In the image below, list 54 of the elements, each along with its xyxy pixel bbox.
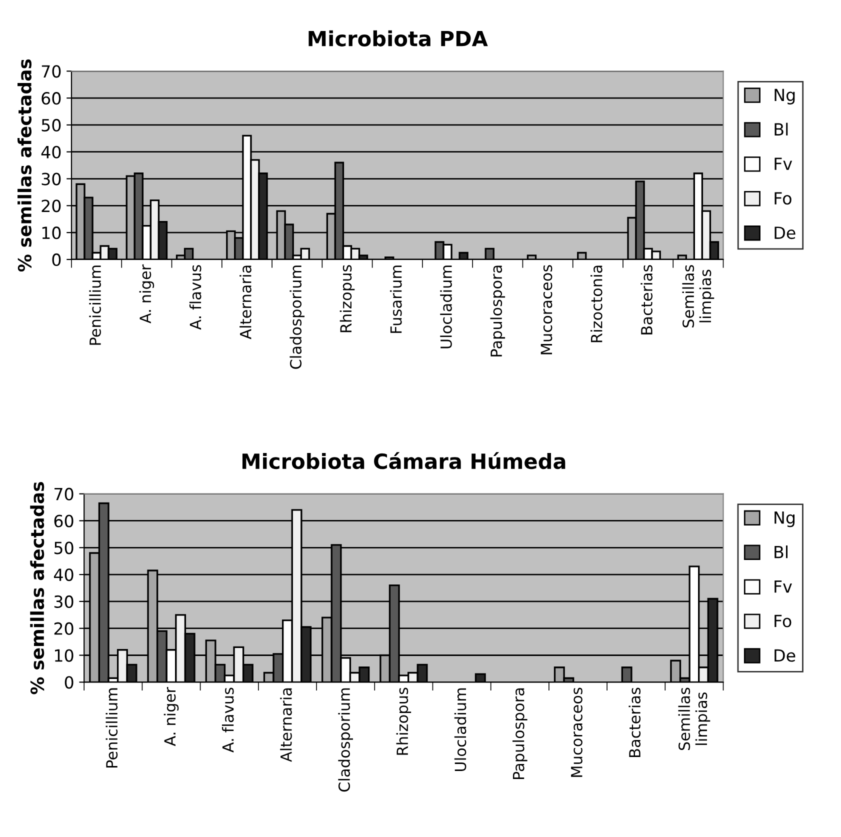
- x-tick-label: A. niger: [164, 687, 179, 746]
- x-tick-label: Penicillium: [89, 266, 101, 345]
- legend-label: Ng: [774, 512, 795, 528]
- y-tick-label: 0: [64, 676, 74, 689]
- y-axis-title: % semillas afectadas: [30, 482, 44, 694]
- y-tick-label: 10: [55, 649, 74, 662]
- x-tick-label: Rhizopus: [340, 265, 355, 332]
- legend-label: Fv: [774, 158, 792, 170]
- legend-label: Ng: [774, 88, 795, 104]
- x-tick-label: Semillas limpias: [678, 688, 710, 750]
- legend-label: De: [774, 226, 796, 240]
- y-tick-label: 60: [54, 514, 74, 528]
- x-tick-label: Rizoctonia: [590, 266, 602, 342]
- y-tick-label: 50: [54, 542, 74, 554]
- legend-label: Fo: [774, 192, 792, 205]
- y-tick-label: 20: [54, 622, 74, 635]
- x-tick-label: Papulospora: [490, 266, 506, 356]
- x-tick-label: A. niger: [139, 264, 154, 324]
- x-tick-label: Alternaria: [280, 688, 292, 762]
- x-tick-label: Rhizopus: [396, 688, 412, 755]
- legend-label: Fo: [774, 614, 792, 628]
- chart-title: Microbiota Cámara Húmeda: [242, 452, 566, 470]
- legend-label: De: [774, 649, 796, 662]
- x-tick-label: Semillas limpias: [682, 265, 714, 328]
- y-axis-title: % semillas afectadas: [18, 59, 32, 272]
- y-tick-label: 60: [42, 92, 61, 105]
- legend-label: Bl: [774, 545, 788, 558]
- y-tick-label: 40: [54, 568, 74, 582]
- x-tick-label: A. flavus: [222, 688, 234, 752]
- y-tick-label: 0: [52, 253, 61, 266]
- x-tick-label: Alternaria: [240, 266, 252, 340]
- x-tick-label: Mucoraceos: [540, 265, 552, 354]
- y-tick-label: 50: [42, 118, 61, 132]
- x-tick-label: Cladosporium: [338, 688, 353, 792]
- y-tick-label: 70: [54, 488, 74, 500]
- x-tick-label: Cladosporium: [290, 266, 304, 369]
- x-tick-label: Bacterias: [628, 688, 641, 757]
- x-tick-label: Penicillium: [106, 688, 118, 768]
- x-tick-label: Bacterias: [640, 265, 652, 334]
- x-tick-label: Papulospora: [512, 688, 528, 780]
- y-tick-label: 40: [41, 146, 61, 158]
- y-tick-label: 30: [42, 172, 61, 186]
- chart-title: Microbiota PDA: [308, 30, 488, 46]
- x-tick-label: Ulocladium: [454, 688, 466, 771]
- x-tick-label: A. flavus: [189, 265, 202, 330]
- x-tick-label: Mucoraceos: [571, 688, 582, 777]
- x-tick-label: Ulocladium: [440, 266, 452, 348]
- y-tick-label: 10: [42, 226, 61, 240]
- x-tick-label: Fusarium: [390, 266, 402, 333]
- legend-label: Bl: [774, 122, 788, 136]
- y-tick-label: 30: [54, 595, 74, 608]
- y-tick-label: 70: [42, 65, 61, 78]
- y-tick-label: 20: [42, 200, 61, 212]
- legend-label: Fv: [774, 580, 792, 593]
